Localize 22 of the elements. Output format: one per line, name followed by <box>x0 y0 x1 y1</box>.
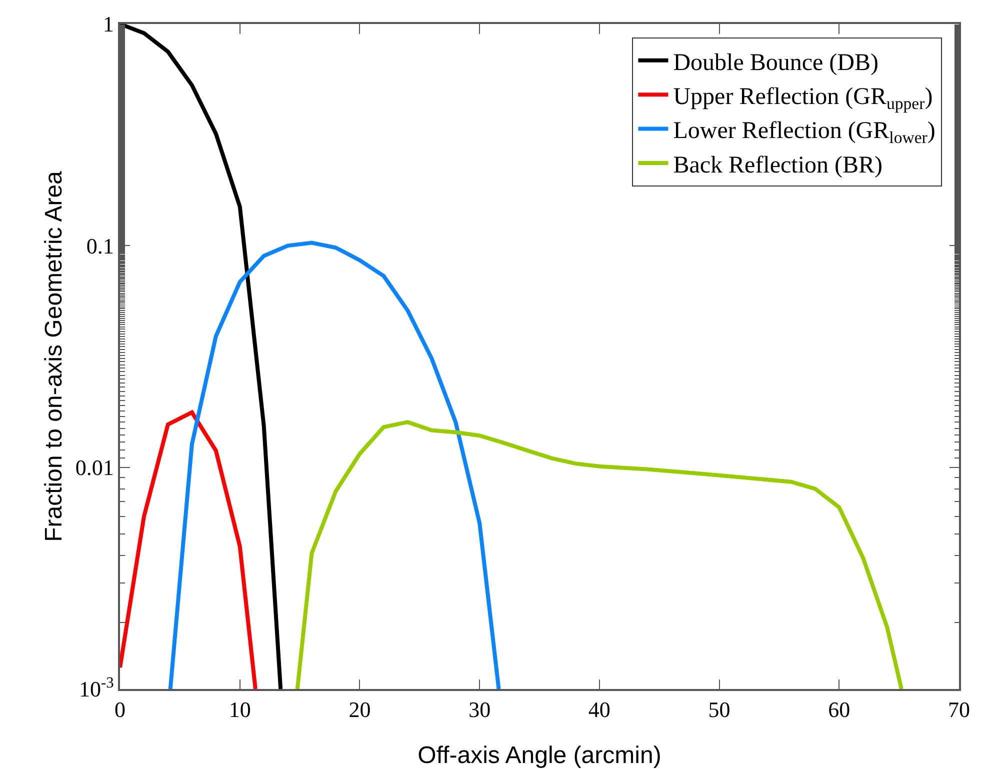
x-axis-title: Off-axis Angle (arcmin) <box>418 742 662 769</box>
y-tick-label: 10$^{-3}$ <box>79 674 114 702</box>
x-tick-label: 20 <box>348 697 371 722</box>
x-tick-label: 70 <box>948 697 970 722</box>
x-tick-label: 60 <box>828 697 850 722</box>
y-tick-label: 0.1 <box>86 233 114 258</box>
x-tick-label: 30 <box>468 697 491 722</box>
x-tick-label: 0 <box>114 697 126 722</box>
x-tick-label: 10 <box>228 697 251 722</box>
line-series <box>295 420 904 689</box>
line-series <box>120 24 283 689</box>
y-tick-label: 0.01 <box>75 455 114 480</box>
line-series <box>120 410 258 689</box>
y-axis-title: Fraction to on-axis Geometric Area <box>40 170 68 542</box>
legend-label: Back Reflection (BR) <box>673 152 882 178</box>
legend-label: Lower Reflection (GR$_{lower}$) <box>673 118 936 148</box>
x-tick-label: 50 <box>708 697 730 722</box>
x-tick-label: 40 <box>588 697 610 722</box>
line-series <box>168 240 501 689</box>
legend-label: Upper Reflection (GR$_{upper}$) <box>673 84 933 113</box>
y-tick-label: 1 <box>102 12 114 37</box>
legend-label: Double Bounce (DB) <box>673 50 879 76</box>
